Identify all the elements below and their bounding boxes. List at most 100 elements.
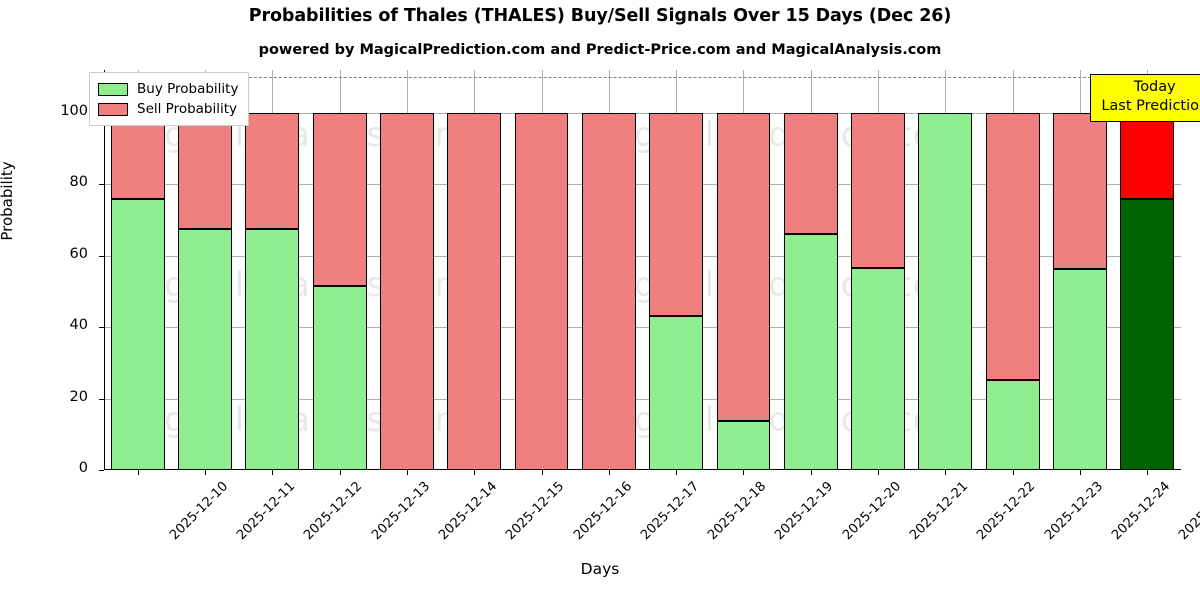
bar-group[interactable]: [312, 70, 367, 470]
gridline-horizontal: [104, 112, 1181, 114]
today-annotation-line1: Today: [1133, 79, 1176, 95]
x-tick-label: 2025-12-11: [234, 479, 299, 544]
x-tick-label: 2025-12-10: [166, 479, 231, 544]
bar-group[interactable]: [110, 70, 165, 470]
bar-segment-sell[interactable]: [649, 112, 704, 316]
x-tick-mark: [339, 470, 341, 475]
x-tick-mark: [676, 470, 678, 475]
bar-segment-sell[interactable]: [783, 112, 838, 235]
y-tick-mark: [99, 470, 104, 471]
gridline-horizontal: [104, 184, 1181, 186]
x-tick-label: 2025-12-23: [1041, 479, 1106, 544]
bar-segment-buy[interactable]: [1120, 198, 1175, 470]
x-tick-label: 2025-12-24: [1109, 479, 1174, 544]
bar-group[interactable]: [783, 70, 838, 470]
x-tick-mark: [137, 470, 139, 475]
bar-group[interactable]: [379, 70, 434, 470]
y-tick-label: 80: [69, 174, 88, 191]
y-tick-mark: [99, 184, 104, 186]
bar-segment-buy[interactable]: [918, 112, 973, 470]
bar-segment-buy[interactable]: [783, 234, 838, 470]
y-tick-label: 0: [78, 460, 88, 476]
bar-group[interactable]: [851, 70, 905, 470]
bar-segment-buy[interactable]: [312, 286, 367, 470]
bar-segment-buy[interactable]: [1053, 269, 1107, 470]
x-tick-mark: [1147, 470, 1149, 475]
x-tick-label: 2025-12-19: [772, 479, 837, 544]
x-tick-mark: [810, 470, 812, 475]
chart-title: Probabilities of Thales (THALES) Buy/Sel…: [248, 6, 952, 26]
legend-item-sell: Sell Probability: [98, 99, 238, 119]
chart-legend: Buy Probability Sell Probability: [89, 72, 250, 126]
bar-group[interactable]: [447, 70, 502, 470]
x-tick-label: 2025-12-18: [705, 479, 770, 544]
y-axis-label: Probability: [0, 161, 16, 241]
plot-area: MagicalAnalysis.comMagicalPrediction.com…: [60, 70, 1200, 543]
bar-segment-sell[interactable]: [716, 112, 771, 422]
bar-segment-sell[interactable]: [178, 112, 232, 230]
legend-swatch-sell-icon: [98, 102, 128, 116]
bar-group[interactable]: [1053, 70, 1107, 470]
bar-group[interactable]: [245, 70, 300, 470]
legend-label-sell: Sell Probability: [137, 101, 238, 117]
x-tick-label: 2025-12-17: [637, 479, 703, 544]
y-tick-label: 100: [60, 102, 88, 119]
gridline-horizontal: [104, 398, 1181, 400]
bar-segment-sell[interactable]: [1120, 112, 1175, 199]
y-tick-label: 60: [69, 245, 88, 262]
bar-segment-sell[interactable]: [379, 112, 434, 470]
x-tick-label: 2025-12-20: [839, 479, 904, 544]
bar-group[interactable]: [514, 70, 569, 470]
bar-group[interactable]: [649, 70, 704, 470]
bar-segment-buy[interactable]: [245, 229, 300, 470]
bar-segment-sell[interactable]: [514, 112, 569, 470]
bar-segment-sell[interactable]: [245, 112, 300, 230]
bar-segment-sell[interactable]: [110, 112, 165, 199]
bar-segment-buy[interactable]: [716, 421, 771, 470]
y-tick-mark: [99, 327, 104, 329]
reference-dashed-line: [104, 77, 1181, 79]
bar-segment-buy[interactable]: [649, 315, 704, 470]
y-tick-label: 20: [69, 388, 88, 405]
gridline-horizontal: [104, 255, 1181, 257]
x-tick-label: 2025-12-13: [368, 479, 433, 544]
x-tick-mark: [878, 470, 880, 475]
x-tick-label: 2025-12-14: [436, 479, 501, 544]
y-axis-spine: [104, 70, 105, 470]
x-tick-mark: [204, 470, 206, 475]
bar-segment-sell[interactable]: [312, 112, 367, 287]
today-annotation: Today Last Prediction: [1090, 74, 1200, 122]
bar-segment-sell[interactable]: [447, 112, 502, 470]
x-tick-mark: [541, 470, 543, 475]
x-tick-mark: [945, 470, 947, 475]
x-tick-label: 2025-12-21: [907, 479, 972, 544]
x-tick-mark: [1080, 470, 1082, 475]
bar-group[interactable]: [918, 70, 973, 470]
legend-label-buy: Buy Probability: [137, 81, 239, 97]
today-annotation-line2: Last Prediction: [1101, 98, 1200, 114]
bar-group[interactable]: [581, 70, 636, 470]
x-tick-label: 2025-12-12: [301, 479, 366, 544]
bar-segment-sell[interactable]: [1053, 112, 1107, 270]
chart-subtitle: powered by MagicalPrediction.com and Pre…: [258, 42, 942, 58]
bar-group[interactable]: [1120, 70, 1175, 470]
x-tick-mark: [406, 470, 408, 475]
x-tick-mark: [1012, 470, 1014, 475]
x-tick-label: 2025-12-25: [1176, 479, 1200, 544]
bar-segment-sell[interactable]: [581, 112, 636, 470]
bar-segment-buy[interactable]: [178, 229, 232, 470]
bar-segment-sell[interactable]: [985, 112, 1040, 381]
x-axis-spine: [104, 469, 1181, 470]
bar-group[interactable]: [716, 70, 771, 470]
x-tick-mark: [743, 470, 745, 475]
x-tick-mark: [272, 470, 274, 475]
bar-segment-sell[interactable]: [851, 112, 905, 269]
x-tick-label: 2025-12-16: [570, 479, 635, 544]
bar-segment-buy[interactable]: [985, 380, 1040, 470]
bar-group[interactable]: [178, 70, 232, 470]
bar-segment-buy[interactable]: [851, 268, 905, 470]
bar-segment-buy[interactable]: [110, 198, 165, 470]
bar-group[interactable]: [985, 70, 1040, 470]
x-tick-mark: [608, 470, 610, 475]
